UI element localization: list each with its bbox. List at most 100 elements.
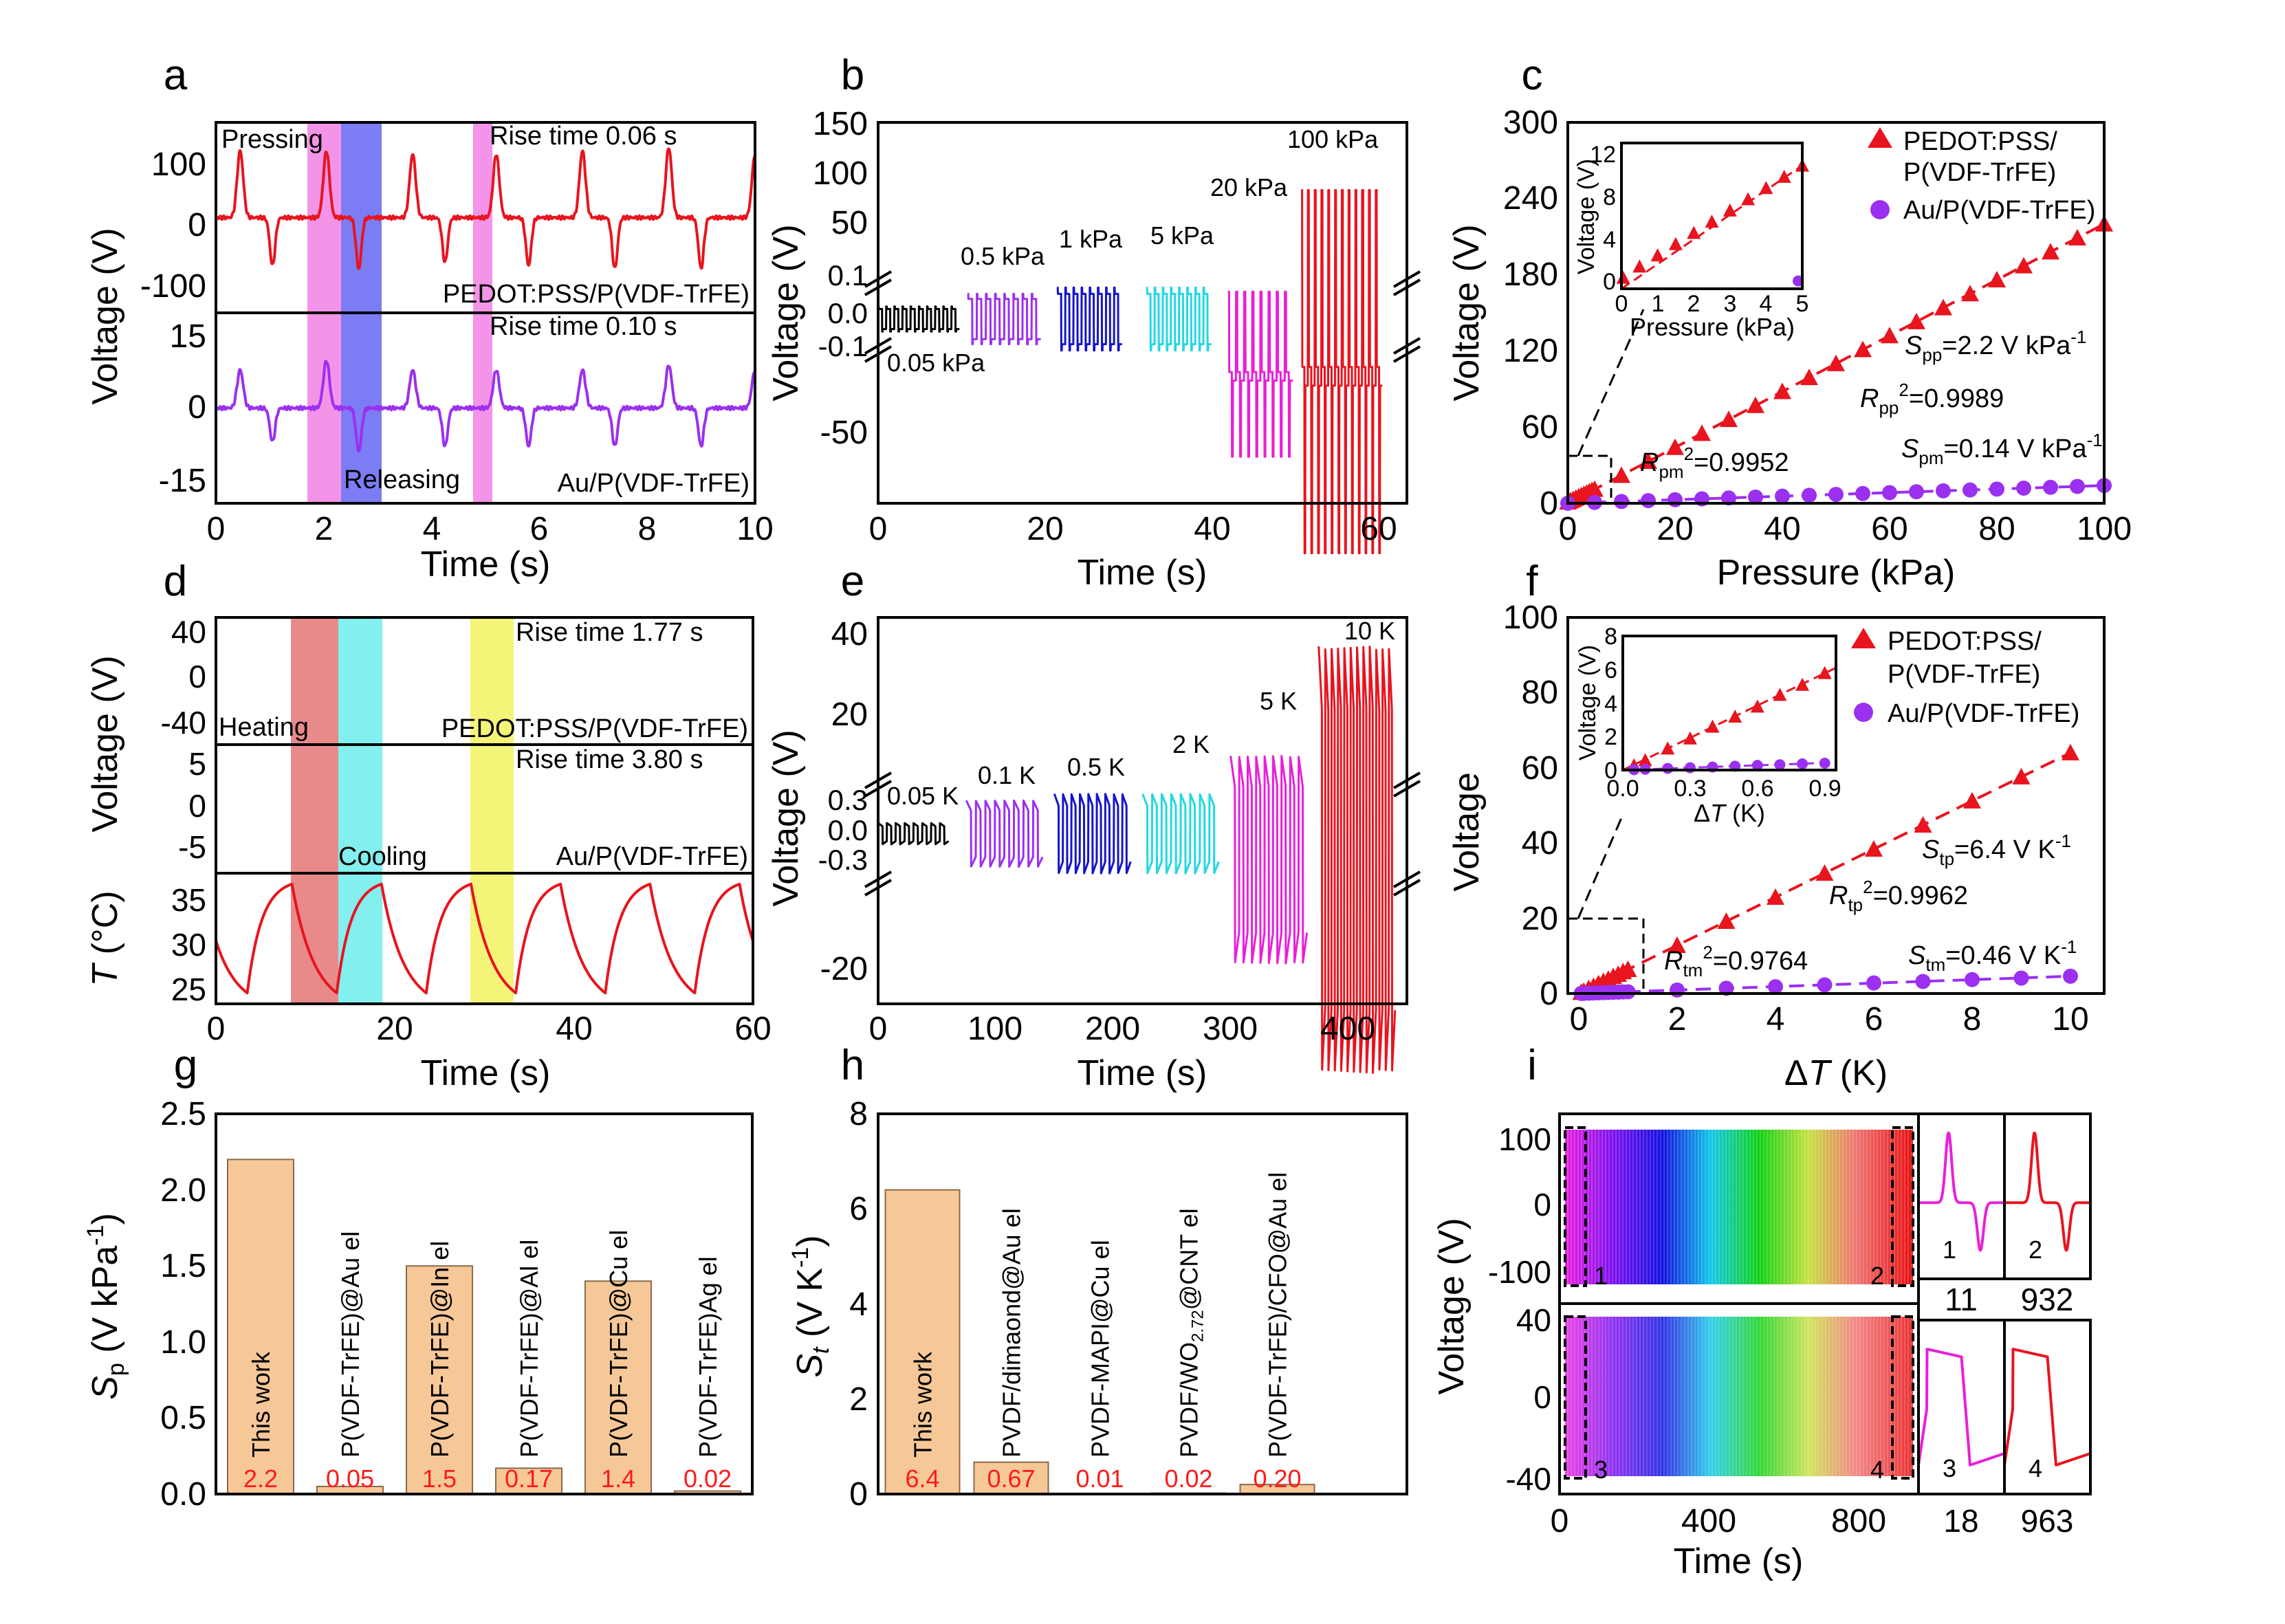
data-point [1670,982,1685,998]
panel-g-ylabel: Sp (V kPa-1) [83,1213,129,1400]
ytick: 0.0 [828,297,868,329]
zoom-tick: 932 [2021,1282,2074,1317]
panel-d-bands [291,617,514,1004]
data-point [1748,489,1763,505]
inset-xtick: 0.0 [1606,776,1639,802]
panel-c-inset-ylabel: Voltage (V) [1573,159,1599,274]
s-pm-annotation: Spm=0.14 V kPa-1 [1901,430,2103,468]
xtick: 4 [1767,1001,1785,1038]
ytick: 100 [1503,600,1558,636]
data-point [1759,181,1773,195]
zoom-marker: 1 [1943,1236,1956,1264]
data-point [1909,484,1924,500]
data-point [1720,410,1738,428]
panel-i-xticks: 0 400 800 [1551,1503,1886,1539]
segment-line [966,292,1042,346]
data-point [1750,699,1764,713]
data-point [1775,488,1790,504]
data-point [1747,396,1764,413]
panel-f-inset-frame [1621,635,1837,771]
data-point [1797,758,1808,769]
panel-letter-e: e [841,558,864,605]
data-point [1767,888,1784,905]
data-point [1914,815,1932,833]
panel-c-xlabel: Pressure (kPa) [1717,553,1956,593]
zoom-frame-1 [1917,1112,2006,1280]
ytick: 8 [849,1096,868,1132]
data-point [1963,482,1978,498]
segment-line [1300,189,1384,555]
data-point [2016,481,2031,496]
data-point [1614,494,1629,509]
r-tm-annotation: Rtm2=0.9764 [1664,942,1808,980]
inset-xtick: 3 [1724,291,1737,317]
ytick: 240 [1503,180,1558,217]
data-point [1620,984,1636,1000]
xtick: 20 [1027,511,1063,547]
segment-label: 5 kPa [1150,221,1214,250]
panel-h-bars: 6.4 This work 0.67 PVDF/dimaond@Au el 0.01 PV… [884,1172,1315,1495]
xtick: 2 [315,511,334,547]
zoom-frame-3 [1917,1319,2006,1495]
data-point [1855,485,1870,501]
data-point [1934,298,1952,316]
ytick: 0.3 [828,784,868,816]
legend-circle-icon [1870,200,1890,219]
xtick: 40 [556,1011,592,1047]
panel-f-yticks: 0 20 40 60 80 100 [1503,600,1558,1012]
panel-letter-d: d [164,558,187,605]
xtick: 100 [2077,511,2132,547]
ytick: 0 [188,389,206,426]
inset-ytick: 0 [1604,758,1617,784]
ytick: 20 [1522,901,1558,937]
inset-xtick: 2 [1687,291,1701,317]
xtick: 8 [1963,1001,1982,1038]
inset-xtick: 4 [1760,291,1773,317]
data-point [1768,979,1783,995]
rise-time-top: Rise time 1.77 s [516,618,703,647]
xtick: 40 [1194,511,1230,547]
legend-au: Au/P(VDF-TrFE) [1903,196,2095,225]
s-pp-annotation: Spp=2.2 V kPa-1 [1905,327,2086,365]
data-point [1988,270,2006,287]
segment-line [965,799,1044,868]
data-point [1666,438,1684,455]
segment-label: 0.1 K [978,761,1036,789]
ytick: 4 [849,1286,868,1323]
category-label: P(VDF-TrFE)@In el [426,1241,454,1458]
data-point [2012,767,2031,784]
inset-xtick: 0 [1615,291,1628,317]
panel-h: h 6.4 This work 0.67 PVDF/dimaond@Au el 0.01… [787,1042,1408,1513]
segment-label: 0.05 kPa [887,349,985,377]
panel-e-xlabel: Time (s) [1078,1053,1207,1093]
data-point [1684,762,1696,773]
cycling-band [1565,1130,1913,1284]
zoom-marker: 2 [2029,1236,2042,1264]
panel-d-tlabel: T (°C) [85,890,125,986]
ytick: 60 [1522,409,1558,446]
segment-line [1056,286,1124,352]
data-point [1705,719,1720,733]
data-point [1865,840,1883,857]
xtick: 0 [1551,1503,1569,1539]
zoom-trace [1917,1348,2005,1467]
ytick: 0.0 [828,814,868,846]
xtick: 60 [1360,511,1397,547]
xtick: 800 [1831,1503,1886,1539]
ytick: 0.5 [160,1400,206,1436]
segment-line [1053,793,1132,875]
segment-label: 0.05 K [887,782,959,810]
xtick: 0 [207,1011,226,1047]
cycling-band [1565,1317,1913,1476]
panel-h-yticks: 0 2 4 6 8 [849,1096,868,1513]
data-point [1989,481,2004,497]
category-label: This work [909,1351,937,1458]
panel-b-xticks: 0 20 40 60 [869,511,1397,547]
panel-b: b 150 100 50 0.1 0.0 -0.1 -50 0 20 40 60 [766,52,1421,593]
axis-break-marks [864,270,1421,363]
xtick: 400 [1681,1503,1736,1539]
data-point [1773,688,1787,701]
xtick: 0 [207,511,226,547]
legend-triangle-icon [1851,628,1876,648]
data-point [1632,259,1647,273]
